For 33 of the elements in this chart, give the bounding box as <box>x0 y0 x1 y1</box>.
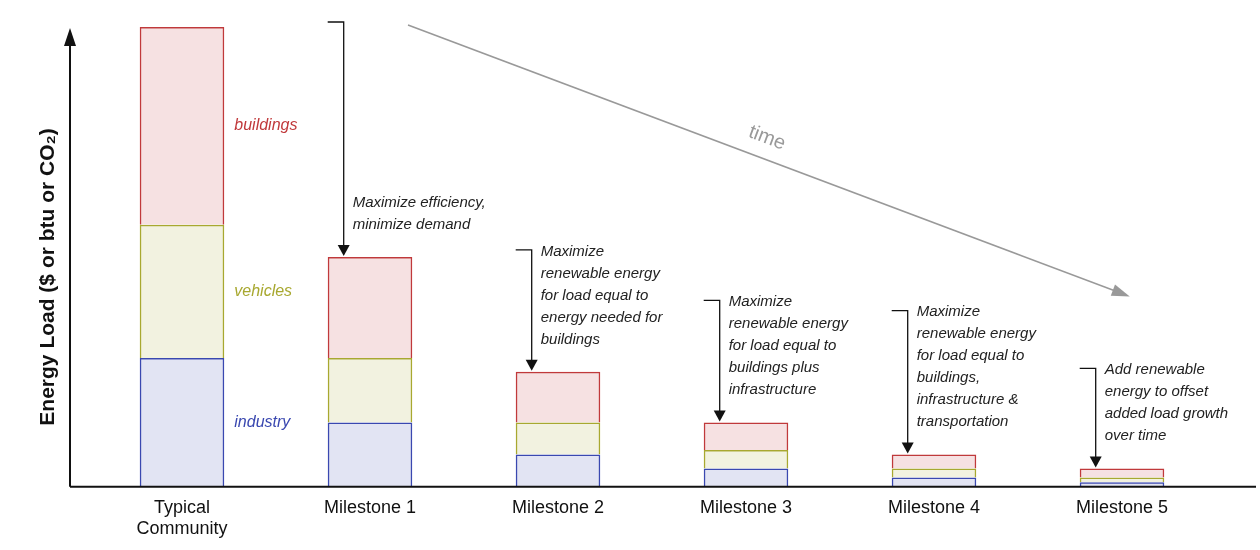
x-tick-label: Milestone 2 <box>511 496 605 517</box>
bar <box>139 224 225 359</box>
annotation: Add renewable energy to offset added load growth over time <box>1103 360 1229 444</box>
bar <box>703 450 789 469</box>
bar <box>1079 477 1165 483</box>
annotation: Maximize renewable energy for load equal to buildings, infrastructure & transportation <box>916 302 1038 430</box>
x-tick-label: Typical Community <box>136 496 228 539</box>
bar <box>703 422 789 451</box>
bar <box>891 454 977 469</box>
bar <box>327 256 413 359</box>
series-label: vehicles <box>234 281 293 299</box>
x-tick-label: Milestone 5 <box>1075 496 1169 517</box>
bar <box>515 454 601 487</box>
bar <box>515 422 601 455</box>
bar <box>139 27 225 225</box>
annotation: time <box>745 119 790 154</box>
bar <box>703 468 789 487</box>
bar <box>891 468 977 478</box>
bar <box>327 358 413 423</box>
bar <box>327 422 413 487</box>
bar <box>891 477 977 487</box>
x-tick-label: Milestone 4 <box>887 496 981 517</box>
x-tick-label: Milestone 3 <box>699 496 793 517</box>
bar <box>515 371 601 423</box>
bar <box>1079 468 1165 478</box>
x-tick-label: Milestone 1 <box>323 496 417 517</box>
annotation: Maximize renewable energy for load equal to buildings plus infrastructure <box>728 292 850 398</box>
series-label: buildings <box>234 116 298 134</box>
annotation: Maximize renewable energy for load equal to energy needed for buildings <box>540 241 664 347</box>
bar <box>139 358 225 487</box>
series-label: industry <box>234 412 292 430</box>
y-axis-title: Energy Load ($ or btu or CO₂) <box>34 128 58 426</box>
annotation: Maximize efficiency, minimize demand <box>352 192 486 232</box>
